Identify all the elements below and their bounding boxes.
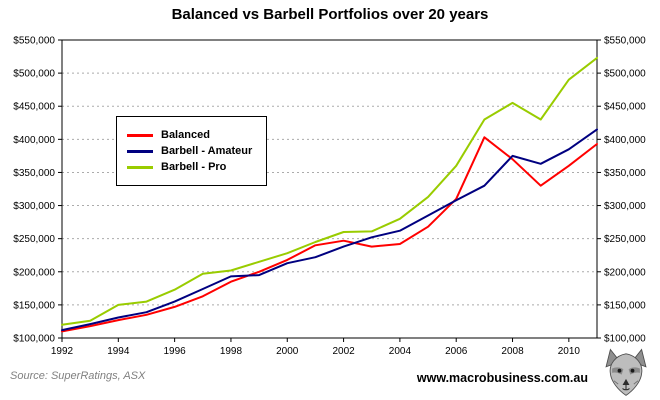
y-axis-tick-label-right: $550,000 <box>604 36 646 47</box>
plot-border <box>61 39 598 339</box>
x-axis-tick-label: 2010 <box>558 346 581 357</box>
y-axis-tick-label-left: $200,000 <box>13 267 55 278</box>
series-line-balanced <box>61 136 598 333</box>
legend-label-barbell-amateur: Barbell - Amateur <box>161 145 253 157</box>
legend-swatch-barbell-pro <box>127 165 153 169</box>
legend-label-balanced: Balanced <box>161 129 210 141</box>
y-axis-tick-label-right: $300,000 <box>604 201 646 212</box>
x-axis-tick-label: 1992 <box>51 346 74 357</box>
x-axis-tick-label: 1998 <box>220 346 243 357</box>
y-axis-tick-label-left: $100,000 <box>13 334 55 345</box>
y-axis-tick-label-right: $500,000 <box>604 69 646 80</box>
y-axis-tick-label-right: $350,000 <box>604 168 646 179</box>
legend-item-barbell-amateur: Barbell - Amateur <box>127 145 252 157</box>
y-axis-tick-label-right: $100,000 <box>604 334 646 345</box>
y-axis-tick-label-left: $500,000 <box>13 69 55 80</box>
legend-swatch-barbell-amateur <box>127 149 153 153</box>
x-axis-tick-label: 2006 <box>445 346 468 357</box>
source-attribution: Source: SuperRatings, ASX <box>10 370 146 382</box>
chart-title: Balanced vs Barbell Portfolios over 20 y… <box>171 6 489 23</box>
series-line-barbell-amateur <box>61 128 598 332</box>
x-axis-tick-label: 2008 <box>501 346 524 357</box>
chart-legend: Balanced Barbell - Amateur Barbell - Pro <box>116 116 268 186</box>
y-axis-tick-label-left: $550,000 <box>13 36 55 47</box>
wolf-logo <box>605 348 647 396</box>
y-axis-tick-label-left: $400,000 <box>13 135 55 146</box>
legend-swatch-balanced <box>127 133 153 137</box>
y-axis-tick-label-left: $150,000 <box>13 300 55 311</box>
legend-item-balanced: Balanced <box>127 129 252 141</box>
portfolio-line-chart: $100,000 $100,000 $150,000 $150,000 $200,000… <box>13 36 646 358</box>
y-axis-tick-label-right: $400,000 <box>604 135 646 146</box>
series-line-barbell-pro <box>61 56 598 326</box>
x-axis-tick-label: 1994 <box>107 346 130 357</box>
x-axis-tick-label: 2004 <box>389 346 412 357</box>
y-axis-tick-label-right: $200,000 <box>604 267 646 278</box>
y-axis-tick-label-right: $250,000 <box>604 234 646 245</box>
y-axis-tick-label-left: $450,000 <box>13 102 55 113</box>
y-axis-tick-label-left: $350,000 <box>13 168 55 179</box>
y-axis-tick-label-left: $300,000 <box>13 201 55 212</box>
y-axis-tick-label-right: $150,000 <box>604 300 646 311</box>
legend-item-barbell-pro: Barbell - Pro <box>127 161 252 173</box>
x-axis-tick-label: 2002 <box>332 346 355 357</box>
legend-label-barbell-pro: Barbell - Pro <box>161 161 227 173</box>
y-axis-tick-label-left: $250,000 <box>13 234 55 245</box>
website-url: www.macrobusiness.com.au <box>416 371 588 385</box>
x-axis-tick-label: 2000 <box>276 346 299 357</box>
y-axis-tick-label-right: $450,000 <box>604 102 646 113</box>
x-axis-tick-label: 1996 <box>164 346 187 357</box>
